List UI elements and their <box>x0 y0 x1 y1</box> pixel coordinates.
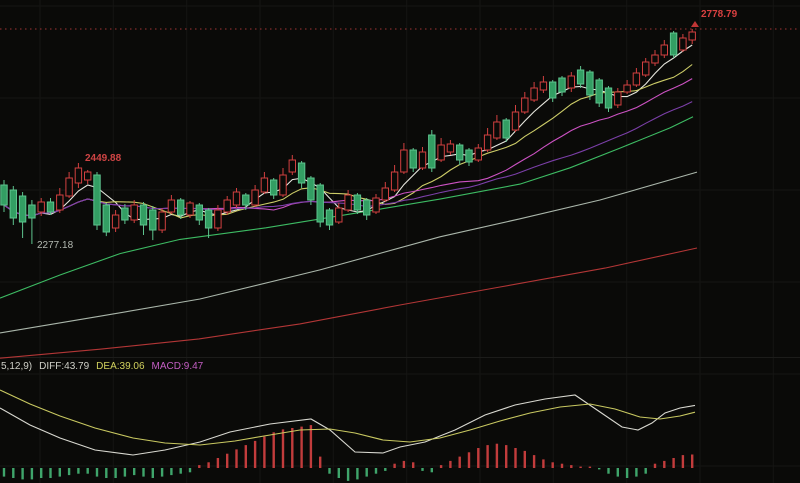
candle[interactable] <box>651 54 659 64</box>
candle[interactable] <box>576 69 585 85</box>
candle[interactable] <box>372 197 380 213</box>
candle[interactable] <box>474 147 483 161</box>
candle[interactable] <box>688 31 696 41</box>
candle[interactable] <box>84 171 92 181</box>
candle[interactable] <box>428 134 436 169</box>
macd-histogram <box>2 425 694 481</box>
dea-value-label: DEA:39.06 <box>96 361 145 372</box>
candle[interactable] <box>158 211 166 231</box>
candle[interactable] <box>214 209 222 229</box>
candle[interactable] <box>493 121 501 139</box>
candle[interactable] <box>437 144 445 161</box>
swing-high-price-label: 2449.88 <box>85 153 122 164</box>
candle[interactable] <box>65 177 73 197</box>
candle[interactable] <box>669 32 678 56</box>
swing-low-price-label: 2277.18 <box>37 240 74 251</box>
candle[interactable] <box>139 204 148 226</box>
macd-value-label: MACD:9.47 <box>151 361 204 372</box>
candle[interactable] <box>446 143 455 153</box>
candle[interactable] <box>93 174 101 226</box>
candle[interactable] <box>344 194 352 211</box>
candle[interactable] <box>204 209 213 229</box>
candle[interactable] <box>381 187 390 201</box>
candle[interactable] <box>279 174 287 196</box>
candlestick-series[interactable] <box>0 29 696 244</box>
candle[interactable] <box>46 201 55 213</box>
candle[interactable] <box>177 199 185 216</box>
candle[interactable] <box>307 177 315 201</box>
candle[interactable] <box>251 189 259 206</box>
candle[interactable] <box>679 37 687 51</box>
candle[interactable] <box>511 111 520 131</box>
candle[interactable] <box>623 84 631 93</box>
candle[interactable] <box>18 195 27 223</box>
candle[interactable] <box>483 134 492 151</box>
candle[interactable] <box>186 202 194 216</box>
candle[interactable] <box>325 209 334 226</box>
dea-line <box>0 389 696 446</box>
candle[interactable] <box>297 162 306 184</box>
candle[interactable] <box>232 191 241 206</box>
candle[interactable] <box>539 81 548 91</box>
candle[interactable] <box>456 144 464 161</box>
candle[interactable] <box>74 167 83 184</box>
candle[interactable] <box>316 184 324 223</box>
candle[interactable] <box>242 194 250 206</box>
candle[interactable] <box>223 199 231 213</box>
candle[interactable] <box>130 204 138 221</box>
candle[interactable] <box>270 179 278 196</box>
candle[interactable] <box>363 199 371 216</box>
candle[interactable] <box>567 75 575 89</box>
macd-params-label: 5,12,9) <box>1 361 33 372</box>
latest-high-price-label: 2778.79 <box>701 9 738 20</box>
candle[interactable] <box>549 81 557 99</box>
latest-high-marker-icon <box>691 21 699 27</box>
candle[interactable] <box>530 87 538 101</box>
candle[interactable] <box>614 91 622 106</box>
diff-line <box>0 394 696 456</box>
candle[interactable] <box>167 199 176 213</box>
candle[interactable] <box>0 184 8 206</box>
candle[interactable] <box>195 204 204 221</box>
candle[interactable] <box>335 207 343 223</box>
candle[interactable] <box>632 72 641 86</box>
candle[interactable] <box>288 159 297 173</box>
candle[interactable] <box>558 77 566 93</box>
macd-indicator-readout: 5,12,9) DIFF:43.79 DEA:39.06 MACD:9.47 <box>1 361 210 373</box>
candle[interactable] <box>353 194 362 211</box>
candle[interactable] <box>102 204 110 233</box>
diff-value-label: DIFF:43.79 <box>39 361 90 372</box>
candle[interactable] <box>409 149 417 169</box>
candle[interactable] <box>28 204 36 219</box>
candle[interactable] <box>37 201 45 213</box>
candle[interactable] <box>595 79 603 104</box>
candle[interactable] <box>260 177 269 193</box>
candle[interactable] <box>642 61 650 76</box>
candle[interactable] <box>586 71 594 96</box>
candle[interactable] <box>400 149 408 173</box>
candle[interactable] <box>111 214 120 229</box>
ma60-line <box>0 116 694 299</box>
candle[interactable] <box>502 119 510 139</box>
candle[interactable] <box>660 44 668 56</box>
candle[interactable] <box>121 207 129 221</box>
candle[interactable] <box>390 171 399 191</box>
ma120-line <box>0 171 698 334</box>
candle[interactable] <box>56 194 64 211</box>
candle[interactable] <box>465 149 473 163</box>
ma250-line <box>0 247 698 359</box>
candle[interactable] <box>149 209 157 231</box>
candle[interactable] <box>604 87 613 109</box>
candle[interactable] <box>521 97 529 113</box>
candle[interactable] <box>418 151 427 169</box>
candle[interactable] <box>9 189 18 219</box>
